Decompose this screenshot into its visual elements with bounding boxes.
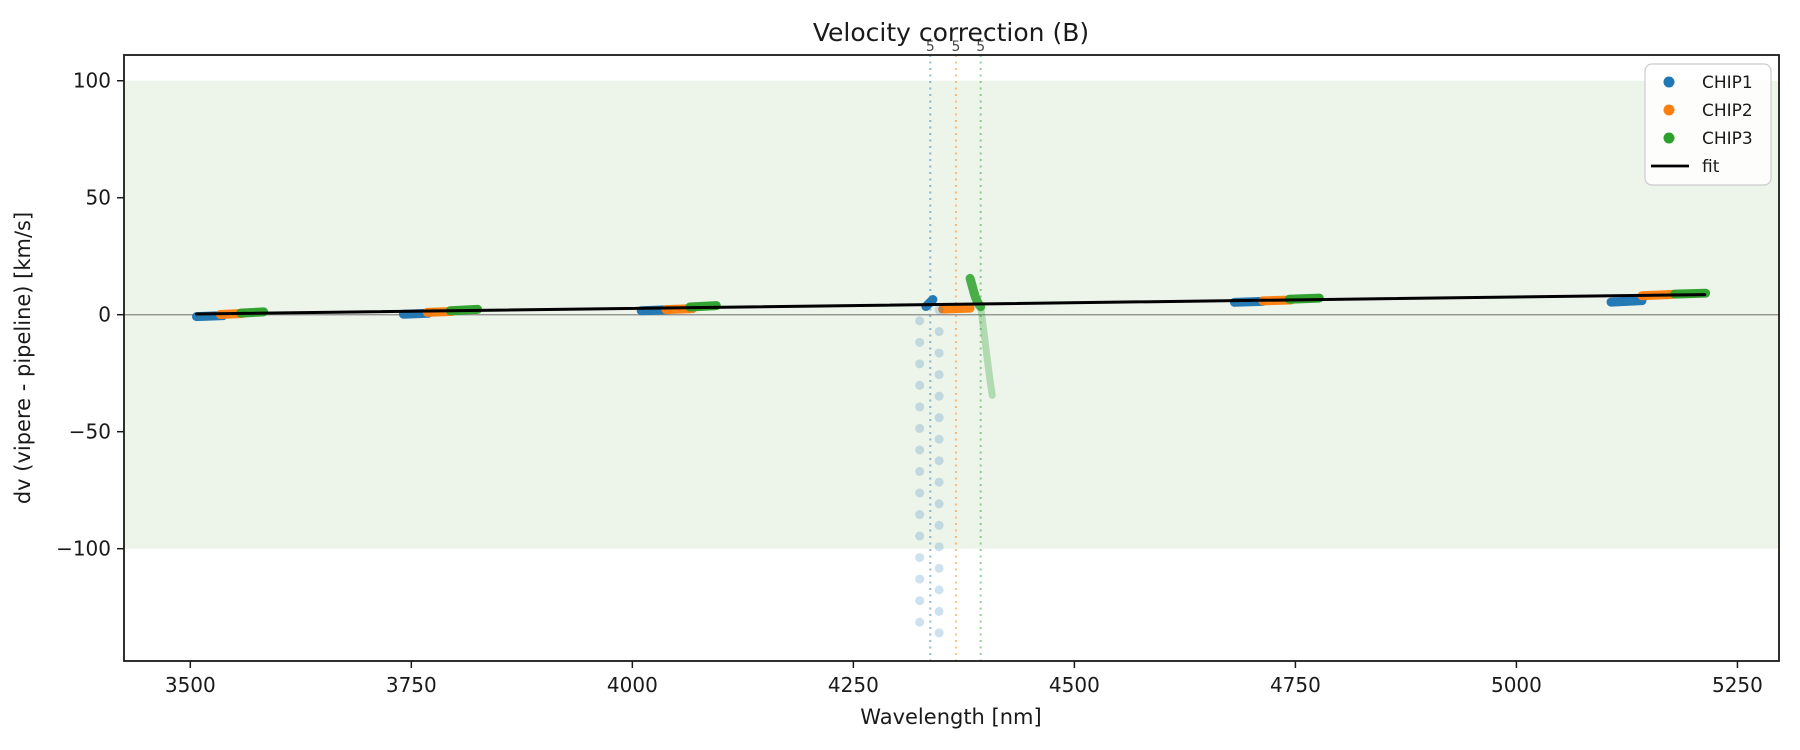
legend-marker-chip3 [1663,132,1675,144]
outlier-dot-CHIP1 [915,531,925,541]
x-tick-label: 5000 [1491,673,1542,697]
outlier-dot-CHIP1 [915,466,925,476]
outlier-dot-CHIP1 [915,423,925,433]
y-tick-label: 50 [86,186,111,210]
y-axis-label: dv (vipere - pipeline) [km/s] [11,212,35,504]
outlier-dot-CHIP1 [915,359,925,369]
vline-count-label: 5 [951,39,960,55]
outlier-dot-CHIP1 [915,445,925,455]
vline-count-label: 5 [976,39,985,55]
outlier-dot-CHIP1 [915,617,925,627]
y-tick-label: 0 [98,303,111,327]
outlier-dot-CHIP1 [915,574,925,584]
outlier-dot-CHIP1 [934,434,944,444]
legend: CHIP1 CHIP2 CHIP3 fit [1644,63,1772,186]
outlier-dot-CHIP1 [934,305,944,315]
outlier-dot-CHIP1 [934,499,944,509]
outlier-dot-CHIP1 [934,628,944,638]
legend-label-chip3: CHIP3 [1702,129,1753,149]
outlier-dot-CHIP1 [934,348,944,358]
outlier-dot-CHIP1 [915,380,925,390]
x-tick-label: 4000 [607,673,658,697]
x-tick-label: 3500 [165,673,216,697]
outlier-dot-CHIP1 [915,316,925,326]
outlier-dot-CHIP1 [915,510,925,520]
x-tick-label: 5250 [1712,673,1763,697]
outlier-dot-CHIP1 [915,402,925,412]
outlier-dot-CHIP1 [934,606,944,616]
outlier-dot-CHIP1 [934,542,944,552]
outlier-dot-CHIP1 [934,413,944,423]
outlier-dot-CHIP1 [934,370,944,380]
chart-title: Velocity correction (B) [813,18,1089,47]
outlier-dot-CHIP1 [934,477,944,487]
cluster-CHIP1 [1606,296,1647,307]
fit-line-layer [194,293,1707,316]
legend-label-chip2: CHIP2 [1702,101,1753,121]
outlier-arc-CHIP3 [977,306,996,399]
legend-label-fit: fit [1702,157,1720,177]
outlier-dot-CHIP1 [915,337,925,347]
outlier-dot-CHIP1 [934,391,944,401]
outlier-dot-CHIP1 [934,563,944,573]
outlier-dot-CHIP1 [915,596,925,606]
vline-count-label: 5 [926,39,935,55]
outlier-dot-CHIP1 [934,585,944,595]
x-tick-label: 4250 [828,673,879,697]
outlier-dot-CHIP1 [934,456,944,466]
y-tick-label: −100 [56,537,111,561]
outlier-dot-CHIP1 [934,327,944,337]
legend-marker-chip2 [1663,104,1675,116]
x-tick-label: 4750 [1270,673,1321,697]
cluster-CHIP2 [938,303,975,314]
plot-border [123,54,1780,662]
x-tick-label: 4500 [1049,673,1100,697]
axes-layer: 3500 3750 4000 4250 4500 4750 5000 5250 100 50 0 −5… [56,54,1780,697]
x-tick-label: 3750 [386,673,437,697]
y-tick-label: 100 [73,69,111,93]
outlier-dot-CHIP1 [915,488,925,498]
x-axis-label: Wavelength [nm] [860,705,1041,729]
fit-line [194,293,1707,316]
legend-label-chip1: CHIP1 [1702,73,1753,93]
y-tick-label: −50 [69,420,111,444]
legend-box [1644,63,1772,186]
outlier-dot-CHIP1 [915,553,925,563]
legend-marker-chip1 [1663,76,1675,88]
outlier-dot-CHIP1 [934,520,944,530]
